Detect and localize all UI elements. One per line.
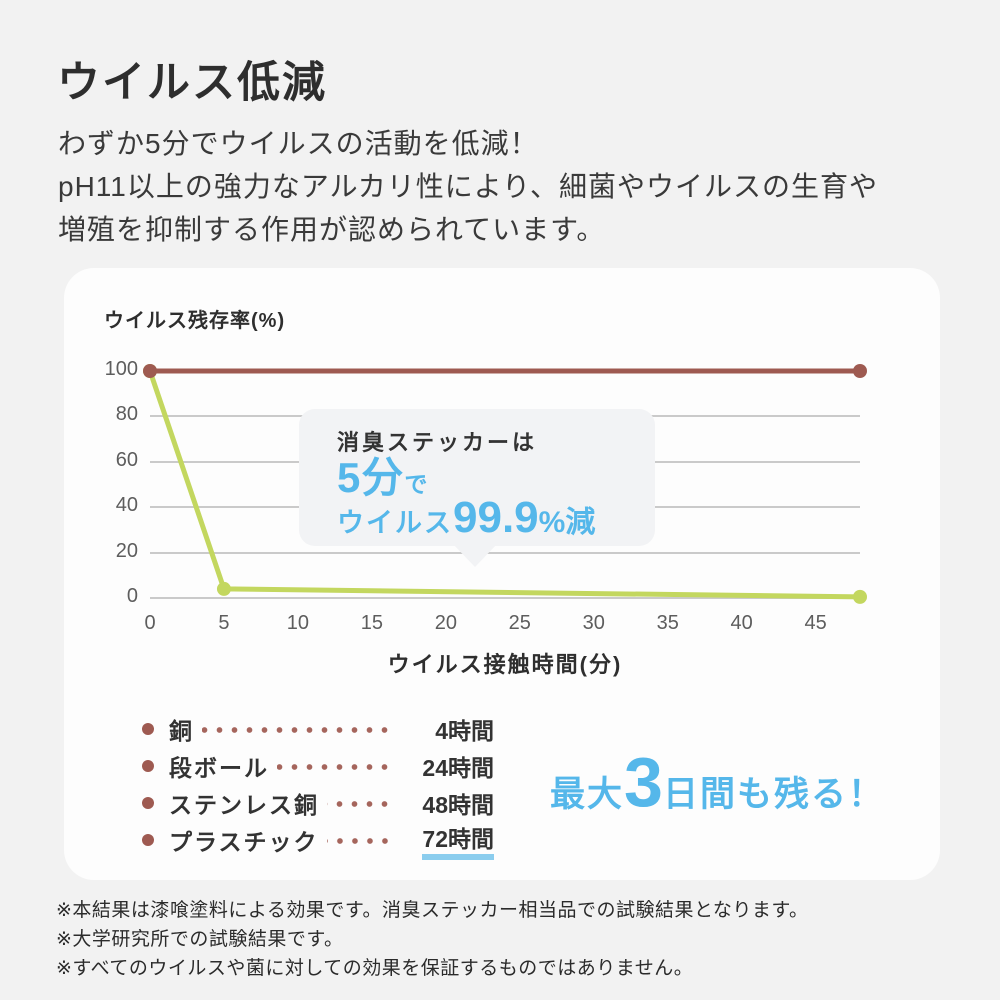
- legend-value: 4時間: [435, 717, 494, 744]
- callout-pointer-icon: [453, 544, 497, 567]
- chart-series-svg: [143, 364, 867, 604]
- x-tick-label: 25: [508, 612, 531, 634]
- dotted-leader: [277, 761, 392, 773]
- legend-value: 24時間: [422, 754, 494, 781]
- y-tick-label: 20: [115, 539, 138, 562]
- legend-label: ステンレス銅: [169, 791, 319, 818]
- highlight-prefix: 最大: [550, 775, 625, 814]
- legend-bullet-icon: [142, 722, 154, 735]
- legend-value: 72時間: [400, 820, 494, 860]
- legend-label: 段ボール: [169, 754, 269, 781]
- callout-virus-prefix: ウイルス: [337, 508, 453, 538]
- callout-minutes-line: 5分で: [337, 453, 427, 513]
- intro-line: わずか5分でウイルスの活動を低減！: [58, 128, 539, 159]
- legend-bullet-icon: [142, 833, 154, 846]
- legend-row: ステンレス銅 48時間: [142, 784, 494, 821]
- y-tick-label: 100: [104, 358, 138, 380]
- intro-line: 増殖を抑制する作用が認められています。: [58, 214, 606, 245]
- callout-minutes-suffix: で: [404, 471, 428, 497]
- y-tick-label: 60: [115, 448, 138, 471]
- x-tick-label: 30: [582, 612, 605, 634]
- callout-percent-big: 99.9: [453, 493, 539, 542]
- legend-row: 銅 4時間: [142, 710, 494, 747]
- chart-legend: 銅 4時間段ボール 24時間ステンレス銅 48時間プラスチック 72時間: [142, 710, 494, 860]
- callout-heading: 消臭ステッカーは: [337, 430, 538, 455]
- legend-label: 銅: [169, 717, 194, 744]
- x-tick-label: 15: [360, 612, 383, 634]
- x-tick-label: 45: [804, 612, 827, 634]
- legend-label: プラスチック: [169, 828, 319, 855]
- legend-value: 48時間: [422, 791, 494, 818]
- callout-percent-line: ウイルス99.9%減: [337, 495, 595, 551]
- legend-bullet-icon: [142, 759, 154, 772]
- gridline: [150, 597, 860, 599]
- highlight-suffix: 日間も残る！: [662, 775, 885, 814]
- callout-minutes-big: 5分: [337, 454, 405, 501]
- data-point-marker: [853, 589, 867, 604]
- callout-bubble: 消臭ステッカーは 5分で ウイルス99.9%減: [299, 409, 655, 567]
- chart-x-axis-label: ウイルス接触時間(分): [387, 652, 623, 677]
- footnotes: ※本結果は漆喰塗料による効果です。消臭ステッカー相当品での試験結果となります。 ※…: [56, 896, 808, 983]
- gridline: [150, 551, 860, 554]
- highlight-text: 最大3日間も残る！: [550, 742, 885, 822]
- footnote-line: ※大学研究所での試験結果です。: [56, 929, 344, 950]
- data-point-marker: [143, 364, 157, 378]
- footnote-line: ※すべてのウイルスや菌に対しての効果を保証するものではありません。: [56, 958, 694, 979]
- y-tick-label: 80: [115, 403, 138, 426]
- x-tick-label: 35: [656, 612, 679, 634]
- x-tick-label: 40: [730, 612, 753, 634]
- y-tick-label: 40: [115, 494, 138, 517]
- data-point-marker: [853, 364, 867, 378]
- data-point-marker: [216, 581, 231, 596]
- legend-row: プラスチック 72時間: [142, 820, 494, 860]
- chart-card: ウイルス残存率(%) 100 80 60 40 20 0 0 5 10 15 20 25 30 35 40 4…: [64, 268, 940, 880]
- callout-percent-suffix: %減: [538, 506, 596, 539]
- dotted-leader: [326, 835, 392, 847]
- highlight-big-number: 3: [624, 743, 663, 821]
- footnote-line: ※本結果は漆喰塗料による効果です。消臭ステッカー相当品での試験結果となります。: [56, 900, 809, 921]
- chart-y-axis-title: ウイルス残存率(%): [104, 310, 286, 332]
- x-tick-label: 0: [144, 612, 156, 634]
- dotted-leader: [202, 724, 392, 736]
- dotted-leader: [327, 798, 392, 810]
- x-tick-label: 20: [434, 612, 457, 634]
- legend-row: 段ボール 24時間: [142, 747, 494, 784]
- legend-bullet-icon: [142, 796, 154, 809]
- intro-line: pH11以上の強力なアルカリ性により、細菌やウイルスの生育や: [58, 171, 879, 202]
- page-title: ウイルス低減: [57, 59, 327, 107]
- x-tick-label: 10: [286, 612, 310, 634]
- intro-text: わずか5分でウイルスの活動を低減！ pH11以上の強力なアルカリ性により、細菌やウ…: [58, 122, 878, 251]
- x-tick-label: 5: [218, 612, 230, 634]
- y-tick-label: 0: [126, 585, 138, 607]
